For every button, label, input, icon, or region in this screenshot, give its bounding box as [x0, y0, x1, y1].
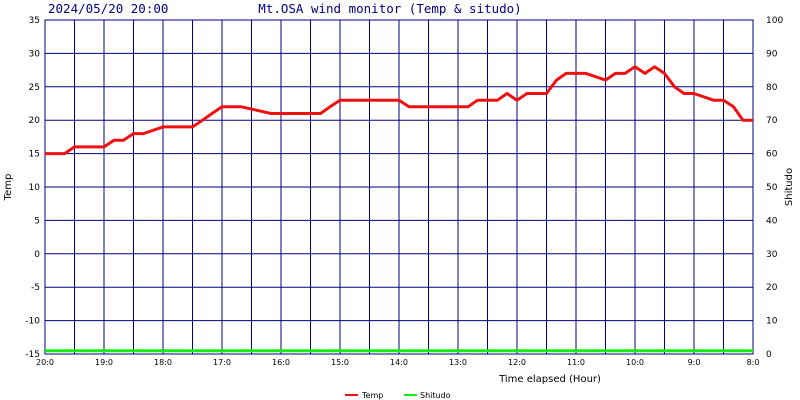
legend-label-shitudo: Shitudo	[420, 391, 451, 400]
grid	[44, 19, 754, 355]
x-tick-label: 11:0	[567, 358, 585, 367]
x-axis: 20:0 19:0 18:0 17:0 16:0 15:0 14:0 13:0 12:0 11:0…	[36, 358, 759, 367]
y-tick-label-right: 30	[766, 250, 778, 260]
y-tick-label-right: 40	[766, 216, 778, 226]
x-tick-label: 9:0	[688, 358, 701, 367]
y-tick-label-left: 15	[29, 150, 40, 160]
x-tick-label: 16:0	[272, 358, 290, 367]
y-tick-label-left: -10	[25, 317, 40, 327]
y-tick-label-right: 50	[766, 183, 778, 193]
y-tick-label-right: 80	[766, 83, 778, 93]
x-tick-label: 8:0	[747, 358, 760, 367]
y-tick-label-right: 100	[766, 16, 783, 26]
x-tick-label: 19:0	[95, 358, 113, 367]
y-tick-label-right: 20	[766, 283, 778, 293]
x-tick-label: 14:0	[390, 358, 408, 367]
x-tick-label: 13:0	[449, 358, 467, 367]
y-tick-label-left: 20	[29, 116, 41, 126]
series-line-temp	[45, 65, 753, 156]
x-tick-label: 20:0	[36, 358, 54, 367]
y-axis-left-label: Temp	[3, 174, 14, 202]
legend-label-temp: Temp	[361, 391, 383, 400]
x-tick-label: 12:0	[508, 358, 526, 367]
y-tick-label-left: 10	[29, 183, 41, 193]
x-tick-label: 17:0	[213, 358, 231, 367]
y-tick-label-left: 35	[29, 16, 40, 26]
chart-title: Mt.OSA wind monitor (Temp & situdo)	[258, 1, 521, 16]
y-tick-label-left: 5	[34, 216, 40, 226]
x-tick-label: 10:0	[626, 358, 644, 367]
y-axis-left: 35 30 25 20 15 10 5 0 -5 -10 -15	[25, 16, 40, 360]
x-tick-label: 18:0	[154, 358, 172, 367]
y-tick-label-left: -5	[31, 283, 40, 293]
y-tick-label-left: 30	[29, 49, 41, 59]
y-tick-label-left: 0	[34, 250, 40, 260]
y-tick-label-right: 10	[766, 317, 778, 327]
y-tick-label-left: 25	[29, 83, 40, 93]
y-tick-label-left: -15	[25, 350, 40, 360]
x-tick-label: 15:0	[331, 358, 349, 367]
y-tick-label-right: 70	[766, 116, 778, 126]
series-lines	[45, 65, 753, 353]
y-tick-label-right: 90	[766, 49, 778, 59]
y-tick-label-right: 0	[766, 350, 772, 360]
y-tick-label-right: 60	[766, 150, 778, 160]
timestamp: 2024/05/20 20:00	[48, 1, 168, 16]
legend: Temp Shitudo	[345, 391, 451, 400]
y-axis-right-label: Shitudo	[784, 168, 795, 206]
x-axis-label: Time elapsed (Hour)	[498, 374, 601, 385]
